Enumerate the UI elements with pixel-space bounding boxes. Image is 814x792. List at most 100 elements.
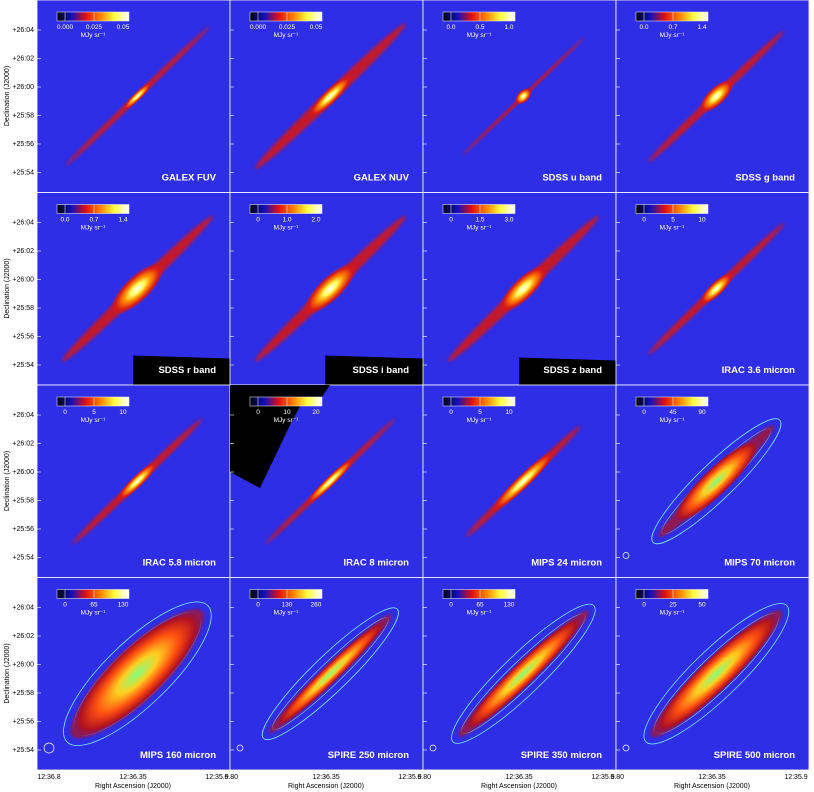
galaxy [254,215,407,362]
galaxy [61,215,214,362]
galaxy [265,418,396,544]
panel-label: MIPS 24 micron [531,558,602,569]
colorbar [442,204,516,214]
contour [261,607,399,741]
galaxy [65,26,210,166]
x-tick-label: 6.80 [417,774,431,781]
panel: 0 5 10 MJy sr⁻¹ MIPS 24 micron [422,384,617,578]
colorbar-tick-label: 0 [256,217,260,224]
galaxy [261,607,399,741]
colorbar-tick-label: 0 [449,217,453,224]
y-tick-label: +25:58 [12,690,34,697]
colorbar [635,11,709,22]
panel-label: GALEX NUV [354,173,410,184]
panel: 0.000 0.025 0.05 MJy sr⁻¹ GALEX NUV [229,0,424,193]
colorbar [442,396,516,407]
galaxy-core [272,617,389,730]
y-tick-label: +25:54 [12,555,34,562]
galaxy [451,603,596,744]
panel: 0 45 90 MJy sr⁻¹ MIPS 70 micron [615,384,810,578]
contour [651,418,782,545]
panel: 0 130 260 MJy sr⁻¹ SPIRE 250 micron [229,577,424,771]
y-tick-label: +25:54 [12,362,34,369]
y-tick-label: +26:02 [12,633,34,640]
colorbar-tick-label: 260 [311,602,322,609]
y-tick-label: +26:04 [12,220,34,227]
galaxy [462,37,585,156]
beam [429,744,437,752]
colorbar-tick-label: 65 [90,602,98,609]
y-tick-label: +25:56 [12,719,34,726]
colorbar-unit: MJy sr⁻¹ [274,32,300,39]
x-axis-label: Right Ascension (J2000) [288,783,364,790]
panel: 0 25 50 MJy sr⁻¹ SPIRE 500 micron [615,577,810,771]
panel-label: SPIRE 250 micron [328,750,410,761]
colorbar [56,204,130,214]
contour [63,601,212,747]
x-tick-label: 12:35.9 [784,774,807,781]
panel-label: MIPS 70 micron [724,558,795,569]
galaxy-core [499,265,548,313]
colorbar-tick-label: 25 [669,602,677,609]
colorbar [56,396,130,407]
colorbar-tick-label: 0.0 [446,24,455,31]
x-tick-label: 6.80 [610,774,624,781]
y-tick-label: +26:04 [12,605,34,612]
colorbar-tick-label: 1.5 [475,217,484,224]
beam [236,744,244,752]
x-tick-label: 12:35.9 [398,774,421,781]
galaxy-core [651,611,781,737]
colorbar-unit: MJy sr⁻¹ [660,610,686,617]
galaxy-core [672,438,761,525]
galaxy [647,30,785,163]
panel: 0 65 130 MJy sr⁻¹ SPIRE 350 micron [422,577,617,771]
colorbar-unit: MJy sr⁻¹ [660,417,686,424]
colorbar [56,589,130,599]
beam [622,552,630,559]
colorbar-unit: MJy sr⁻¹ [81,225,107,232]
colorbar [635,589,709,599]
colorbar-tick-label: 0 [642,217,646,224]
x-tick-label: 12:35.9 [205,774,228,781]
colorbar-tick-label: 1.0 [504,24,513,31]
y-tick-label: +26:02 [12,56,34,63]
galaxy-core [461,614,586,734]
galaxy [465,425,581,537]
colorbar-tick-label: 1.0 [282,217,291,224]
x-axis-label: Right Ascension (J2000) [674,783,750,790]
y-tick-label: +25:54 [12,747,34,754]
colorbar-tick-label: 0.025 [86,24,103,31]
y-tick-label: +26:02 [12,441,34,448]
colorbar-tick-label: 2.0 [311,217,320,224]
colorbar-unit: MJy sr⁻¹ [274,225,300,232]
colorbar-unit: MJy sr⁻¹ [660,225,686,232]
galaxy-core [515,88,532,105]
panel-label: IRAC 5.8 micron [143,558,217,569]
x-axis-label: Right Ascension (J2000) [95,783,171,790]
y-axis-label: Declination (J2000) [4,451,11,511]
colorbar-tick-label: 0 [449,602,453,609]
colorbar-tick-label: 0.000 [57,24,74,31]
colorbar-unit: MJy sr⁻¹ [81,32,107,39]
panel: 0.000 0.025 0.05 MJy sr⁻¹ GALEX FUV [36,0,231,193]
panel-label: SDSS z band [543,365,602,376]
colorbar-tick-label: 0 [63,602,67,609]
colorbar-unit: MJy sr⁻¹ [660,32,686,39]
colorbar-tick-label: 3.0 [504,217,513,224]
panel-label: SPIRE 500 micron [714,750,796,761]
y-tick-label: +26:04 [12,27,34,34]
colorbar-tick-label: 0.0 [639,24,648,31]
panel-label: SDSS g band [735,173,795,184]
colorbar [249,396,323,407]
galaxy [72,418,203,544]
colorbar-tick-label: 0.000 [250,24,267,31]
panel-label: MIPS 160 micron [140,750,216,761]
colorbar-tick-label: 1.4 [118,217,127,224]
panel: 0.0 0.5 1.0 MJy sr⁻¹ SDSS u band [422,0,617,193]
x-tick-label: 12:35.9 [591,774,614,781]
colorbar-tick-label: 0.0 [60,217,69,224]
y-tick-label: +26:00 [12,277,34,284]
y-tick-label: +25:56 [12,526,34,533]
galaxy [651,418,782,545]
beam [43,742,55,754]
